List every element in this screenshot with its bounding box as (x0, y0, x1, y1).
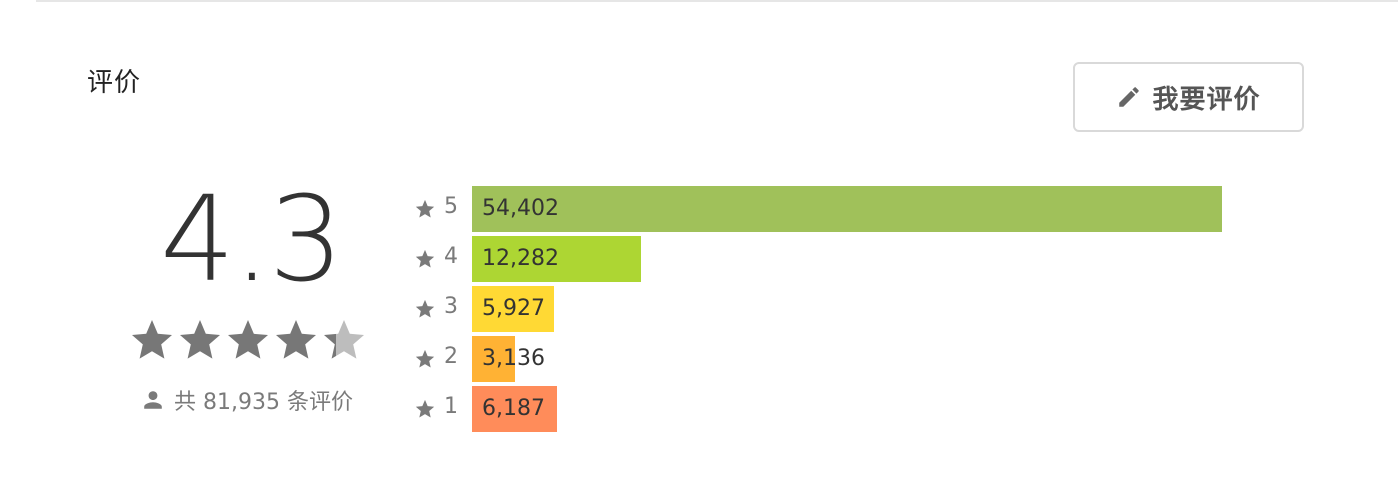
pencil-icon (1119, 87, 1140, 107)
section-title: 评价 (87, 68, 142, 98)
star-icon (180, 320, 220, 359)
star-icon (276, 320, 316, 359)
rating-bar (472, 386, 557, 432)
star-icon (415, 349, 435, 368)
write-review-button[interactable]: 我要评价 (1073, 62, 1304, 132)
rating-bar-row-5: 5 54,402 (410, 186, 1240, 232)
star-icon (415, 399, 435, 418)
rating-bar (472, 286, 554, 332)
rating-count-label: 12,282 (482, 246, 559, 271)
rating-bar (472, 236, 641, 282)
star-icon (324, 320, 364, 359)
write-review-label: 我要评价 (1152, 84, 1261, 115)
rating-bar (472, 186, 1222, 232)
rating-count-label: 54,402 (482, 196, 559, 221)
rating-bar-row-2: 2 3,136 (410, 336, 1240, 382)
rating-level-label: 4 (444, 244, 458, 269)
rating-level-label: 5 (444, 194, 458, 219)
rating-bar (472, 336, 515, 382)
rating-level-label: 1 (444, 394, 458, 419)
top-divider (36, 0, 1398, 2)
star-icon (415, 249, 435, 268)
star-icon (132, 320, 172, 359)
rating-level-label: 2 (444, 344, 458, 369)
rating-stars (132, 320, 364, 359)
rating-count-label: 3,136 (482, 346, 545, 371)
rating-level-label: 3 (444, 294, 458, 319)
rating-bar-row-4: 4 12,282 (410, 236, 1240, 282)
person-icon (144, 391, 162, 409)
review-count: 共 81,935 条评价 (142, 384, 353, 416)
rating-bar-row-1: 1 6,187 (410, 386, 1240, 432)
star-icon (228, 320, 268, 359)
average-score: 4.3 (160, 170, 344, 308)
review-count-label: 共 81,935 条评价 (174, 390, 353, 415)
rating-count-label: 5,927 (482, 296, 545, 321)
star-icon (415, 299, 435, 318)
rating-bar-row-3: 3 5,927 (410, 286, 1240, 332)
star-icon (415, 199, 435, 218)
rating-count-label: 6,187 (482, 396, 545, 421)
